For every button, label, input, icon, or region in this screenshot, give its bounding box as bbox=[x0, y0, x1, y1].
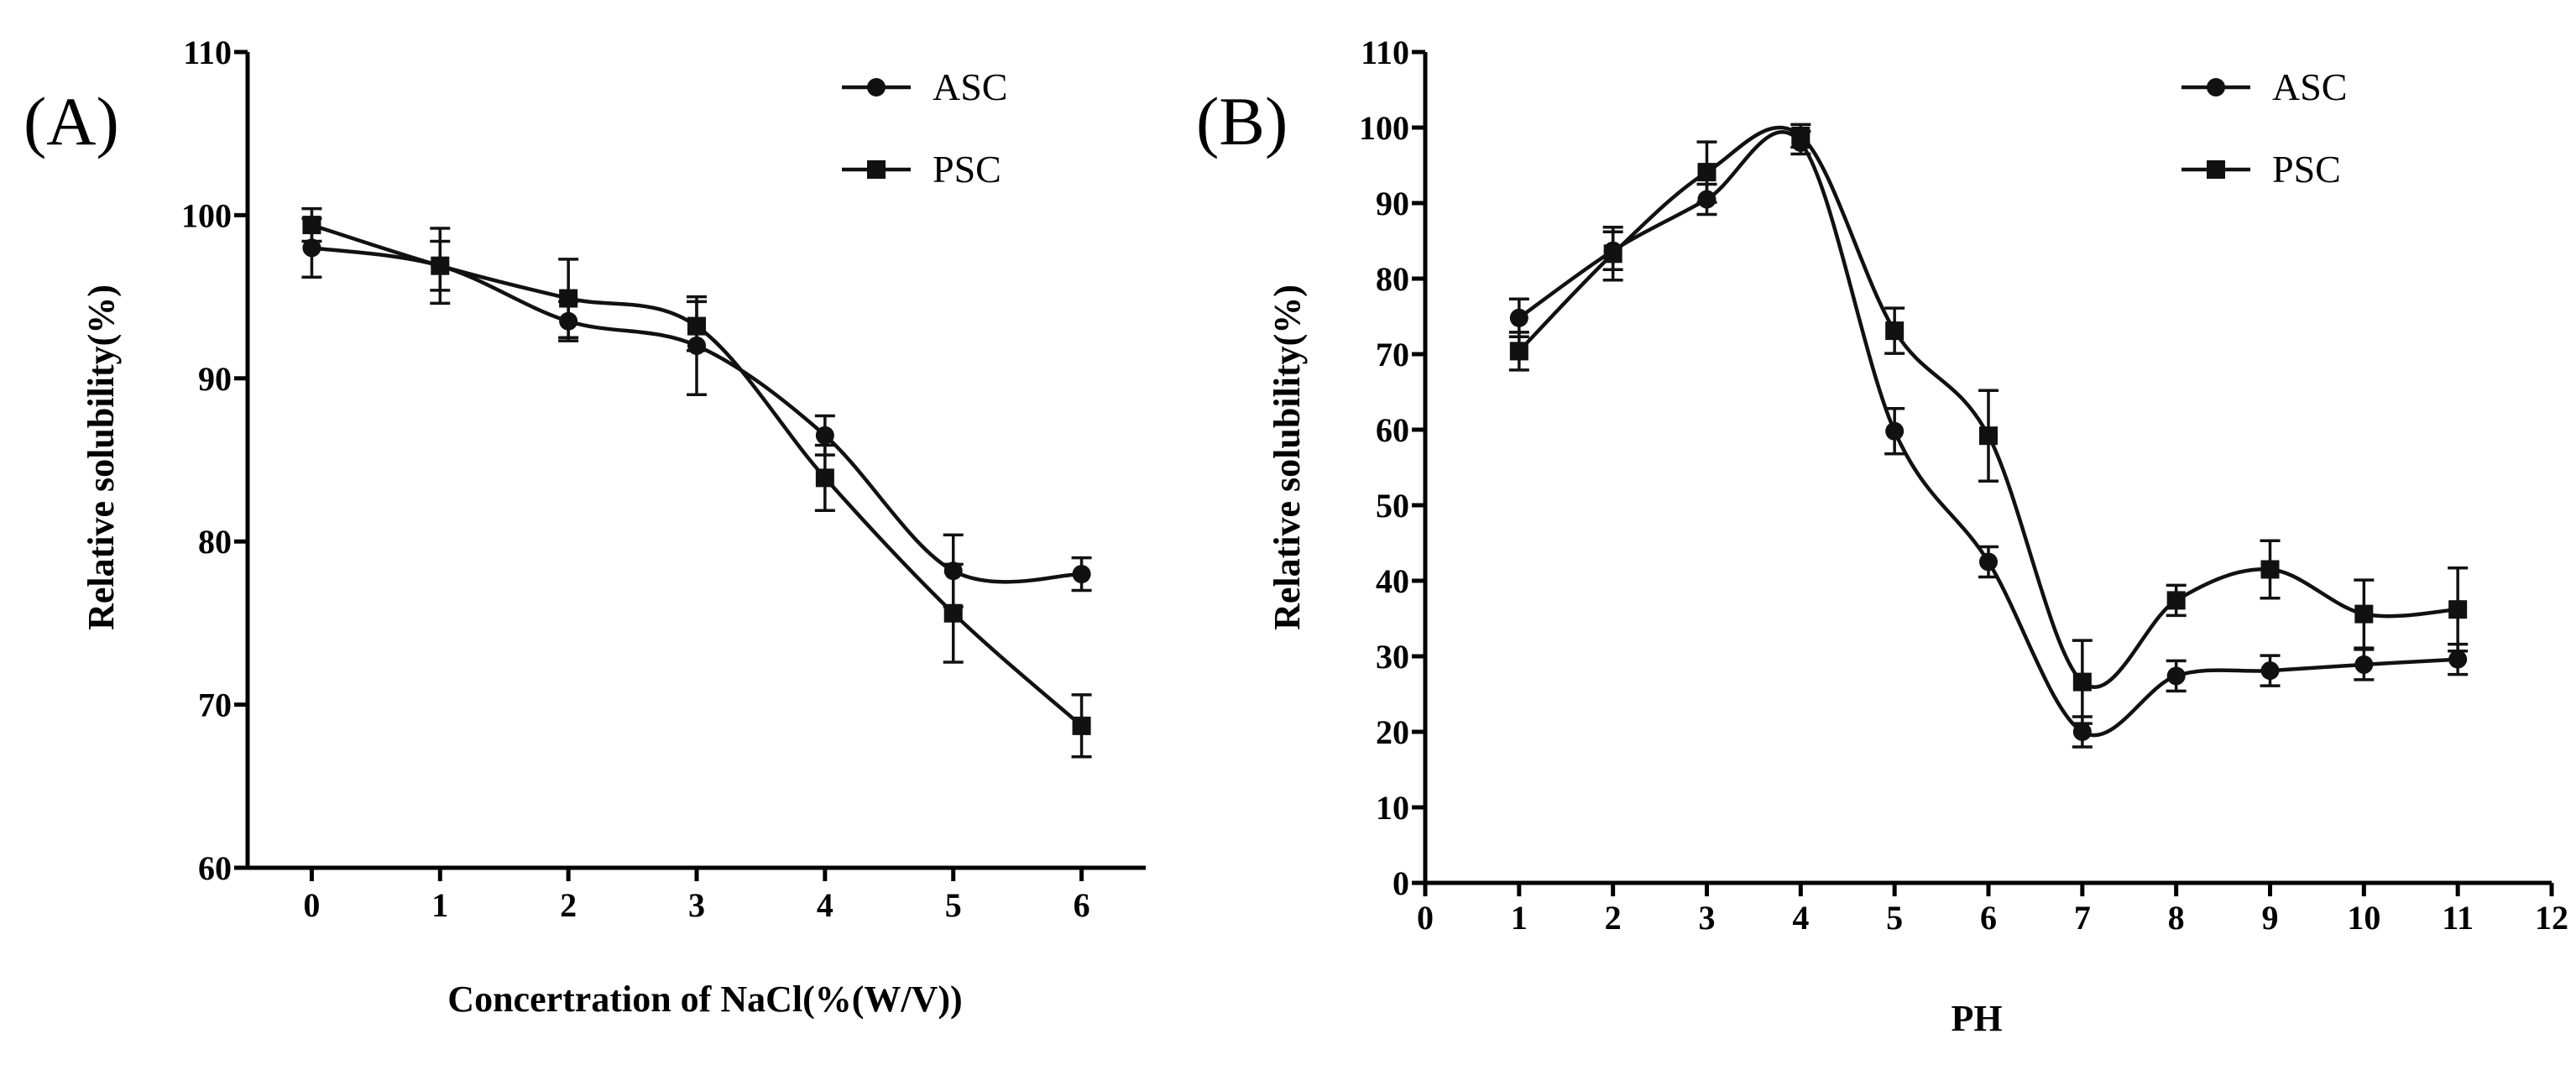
legend-psc-label: PSC bbox=[933, 148, 1001, 191]
x-tick-label: 6 bbox=[1074, 886, 1090, 924]
legend-psc-label: PSC bbox=[2272, 148, 2341, 191]
psc-point bbox=[1697, 163, 1716, 182]
y-tick-label: 80 bbox=[1376, 260, 1409, 298]
x-tick-label: 9 bbox=[2262, 899, 2279, 937]
x-tick-label: 7 bbox=[2074, 899, 2091, 937]
x-tick-label: 3 bbox=[688, 886, 705, 924]
psc-point bbox=[1072, 716, 1091, 735]
legend-a: ASC PSC bbox=[842, 65, 1007, 191]
x-tick-label: 8 bbox=[2168, 899, 2185, 937]
y-tick-label: 90 bbox=[198, 360, 232, 398]
x-tick-label: 4 bbox=[1792, 899, 1809, 937]
y-tick-label: 110 bbox=[183, 34, 232, 71]
asc-point bbox=[1072, 565, 1091, 584]
asc-point bbox=[2448, 650, 2468, 669]
x-tick-label: 1 bbox=[1511, 899, 1528, 937]
psc-point bbox=[2260, 560, 2280, 579]
x-tick-label: 2 bbox=[1605, 899, 1622, 937]
x-tick-label: 1 bbox=[431, 886, 448, 924]
panel-a: (A) Concertration of NaCl(%(W/V)) Relati… bbox=[24, 34, 1146, 1020]
legend-asc-label: ASC bbox=[933, 65, 1007, 108]
asc-point bbox=[1885, 421, 1905, 441]
psc-point bbox=[943, 603, 963, 623]
x-tick-label: 2 bbox=[560, 886, 577, 924]
legend-psc-marker bbox=[2207, 160, 2225, 179]
legend-asc-marker bbox=[2207, 78, 2225, 97]
y-tick-label: 10 bbox=[1376, 789, 1409, 827]
asc-point bbox=[2166, 666, 2186, 686]
y-tick-label: 110 bbox=[1361, 34, 1409, 71]
psc-point bbox=[2072, 672, 2092, 692]
y-tick-label: 0 bbox=[1393, 864, 1409, 902]
x-tick-label: 11 bbox=[2442, 899, 2474, 937]
psc-point bbox=[1509, 342, 1528, 361]
x-tick-label: 6 bbox=[1980, 899, 1997, 937]
asc-point bbox=[2354, 655, 2374, 674]
plot-area-a bbox=[301, 206, 1092, 759]
x-tick-label: 5 bbox=[1886, 899, 1903, 937]
panel-label-a: (A) bbox=[24, 83, 119, 159]
x-tick-label: 0 bbox=[1417, 899, 1434, 937]
psc-point bbox=[431, 256, 450, 275]
y-tick-label: 60 bbox=[198, 849, 232, 887]
y-tick-label: 60 bbox=[1376, 411, 1409, 449]
asc-point bbox=[302, 238, 321, 258]
psc-point bbox=[687, 316, 706, 336]
y-tick-label: 70 bbox=[1376, 336, 1409, 373]
x-tick-label: 0 bbox=[303, 886, 320, 924]
legend-asc-label: ASC bbox=[2272, 65, 2347, 108]
y-tick-label: 50 bbox=[1376, 487, 1409, 525]
y-tick-label: 70 bbox=[198, 687, 232, 724]
psc-point bbox=[302, 216, 321, 235]
psc-point bbox=[559, 289, 578, 308]
psc-point bbox=[1885, 321, 1905, 341]
y-axis-title-b: Relative solubility(%) bbox=[1267, 285, 1308, 630]
y-axis-title-a: Relative solubility(%) bbox=[81, 285, 122, 630]
y-tick-label: 100 bbox=[1359, 109, 1409, 147]
plot-area-b bbox=[1508, 123, 2469, 749]
x-tick-label: 12 bbox=[2535, 899, 2568, 937]
asc-point bbox=[2072, 723, 2092, 741]
psc-point bbox=[815, 468, 834, 488]
y-tick-label: 100 bbox=[181, 196, 232, 234]
psc-point bbox=[1979, 426, 1998, 446]
axes-a: 60 70 80 90 100 110 0 1 2 3 4 5 6 bbox=[181, 34, 1146, 924]
x-tick-label: 3 bbox=[1699, 899, 1716, 937]
legend-asc-marker bbox=[867, 78, 886, 97]
y-tick-label: 20 bbox=[1376, 713, 1409, 751]
x-tick-label: 4 bbox=[817, 886, 833, 924]
x-axis-title-a: Concertration of NaCl(%(W/V)) bbox=[447, 979, 962, 1020]
psc-point bbox=[2166, 591, 2186, 610]
y-tick-label: 30 bbox=[1376, 638, 1409, 676]
psc-point bbox=[1603, 244, 1622, 264]
legend-psc-marker bbox=[867, 160, 886, 179]
y-tick-label: 90 bbox=[1376, 185, 1409, 222]
psc-point bbox=[2354, 604, 2374, 624]
x-tick-label: 10 bbox=[2347, 899, 2380, 937]
x-axis-title-b: PH bbox=[1951, 998, 2002, 1039]
psc-point bbox=[2448, 600, 2468, 619]
x-tick-label: 5 bbox=[945, 886, 962, 924]
legend-b: ASC PSC bbox=[2182, 65, 2347, 191]
panel-b: (B) PH Relative solubility(%) 0102030405… bbox=[1196, 34, 2568, 1039]
asc-point bbox=[1979, 552, 1998, 572]
asc-point bbox=[2260, 661, 2280, 681]
psc-point bbox=[1791, 126, 1811, 145]
y-tick-label: 40 bbox=[1376, 562, 1409, 600]
asc-point bbox=[815, 425, 834, 445]
panel-label-b: (B) bbox=[1196, 83, 1288, 159]
y-tick-label: 80 bbox=[198, 523, 232, 561]
asc-point bbox=[1509, 308, 1528, 327]
